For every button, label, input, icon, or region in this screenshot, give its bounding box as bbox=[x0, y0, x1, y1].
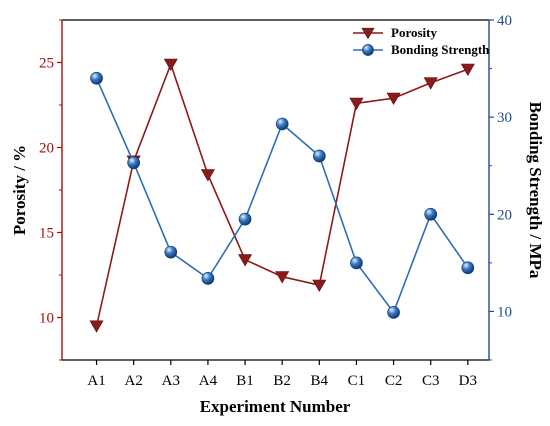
right-y-tick-label: 20 bbox=[497, 207, 512, 223]
legend-porosity-label: Porosity bbox=[391, 25, 437, 40]
porosity-point bbox=[200, 169, 215, 182]
bonding-strength-point bbox=[350, 256, 363, 270]
porosity-point bbox=[386, 92, 401, 105]
porosity-line bbox=[95, 61, 469, 327]
bonding-strength-point bbox=[275, 117, 289, 131]
bonding-strength-point bbox=[461, 261, 475, 275]
x-axis-title: Experiment Number bbox=[200, 397, 351, 416]
x-tick-label: C1 bbox=[348, 373, 366, 389]
porosity-point bbox=[349, 97, 364, 111]
legend: Porosity Bonding Strength bbox=[353, 25, 490, 57]
bonding-strength-point bbox=[312, 149, 326, 163]
x-tick-label: C2 bbox=[385, 373, 403, 389]
right-y-axis-title: Bonding Strength / MPa bbox=[526, 102, 545, 279]
left-y-tick-label: 15 bbox=[39, 226, 54, 242]
left-y-tick-label: 10 bbox=[39, 311, 54, 327]
left-y-axis-title: Porosity / % bbox=[10, 145, 29, 235]
bonding-strength-point bbox=[201, 272, 215, 285]
bonding-strength-point bbox=[424, 207, 438, 221]
right-y-tick-label: 30 bbox=[497, 110, 512, 126]
x-tick-label: D3 bbox=[459, 373, 477, 389]
x-tick-label: C3 bbox=[422, 373, 440, 389]
axis-ticks: 10 15 20 25 10 20 30 40 A1 A2 A3 A4 B1 B2 B4 C1 C2 C3 D3 bbox=[39, 13, 512, 389]
porosity-point bbox=[423, 77, 438, 90]
porosity-point bbox=[89, 320, 104, 333]
bonding-strength-point bbox=[164, 245, 178, 259]
porosity-point bbox=[460, 63, 475, 77]
legend-bonding-strength-label: Bonding Strength bbox=[391, 42, 490, 57]
legend-porosity-marker bbox=[361, 27, 375, 40]
porosity-point bbox=[275, 271, 290, 284]
x-tick-label: A2 bbox=[124, 373, 142, 389]
x-tick-label: B2 bbox=[273, 373, 291, 389]
bonding-strength-point bbox=[387, 306, 400, 319]
left-y-tick-label: 25 bbox=[39, 56, 54, 72]
bonding-strength-point bbox=[127, 156, 141, 170]
x-tick-label: A3 bbox=[162, 373, 180, 389]
left-y-tick-label: 20 bbox=[39, 141, 54, 157]
x-tick-label: B1 bbox=[236, 373, 254, 389]
right-y-tick-label: 10 bbox=[497, 304, 512, 320]
right-y-tick-label: 40 bbox=[497, 13, 512, 29]
data-series bbox=[89, 58, 475, 333]
legend-bonding-strength-marker bbox=[362, 44, 374, 56]
x-tick-label: B4 bbox=[311, 373, 329, 389]
x-tick-label: A1 bbox=[87, 373, 105, 389]
porosity-point bbox=[312, 279, 327, 292]
plot-frame bbox=[61, 19, 490, 361]
porosity-point bbox=[163, 58, 178, 71]
bonding-strength-point bbox=[238, 212, 252, 226]
porosity-point bbox=[238, 254, 253, 267]
x-tick-label: A4 bbox=[199, 373, 218, 389]
bonding-strength-point bbox=[90, 71, 103, 85]
